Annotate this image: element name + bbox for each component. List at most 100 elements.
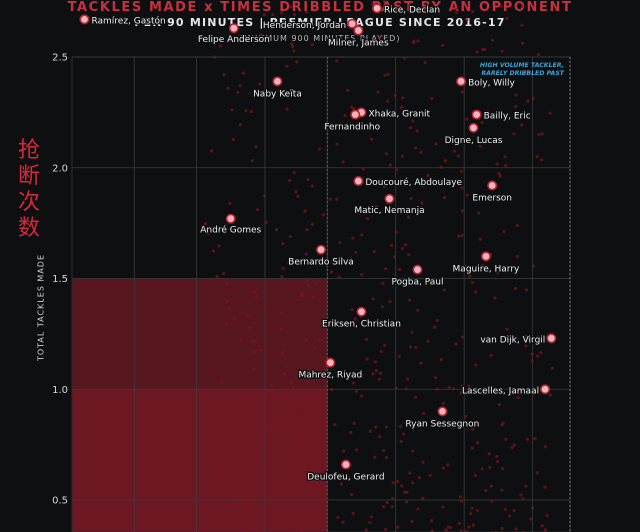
player-label: Doucouré, Abdoulaye: [365, 177, 462, 188]
background-dot: [460, 90, 464, 94]
background-dot: [373, 360, 378, 364]
background-dot: [463, 414, 468, 419]
background-dot: [540, 132, 544, 136]
background-dot: [310, 43, 314, 47]
background-dot: [365, 357, 369, 361]
background-dot: [515, 223, 519, 228]
background-dot: [454, 342, 458, 346]
background-dot: [292, 49, 296, 53]
background-dot: [380, 305, 385, 309]
background-dot: [543, 528, 547, 532]
background-dot: [550, 366, 554, 370]
background-dot: [299, 293, 303, 298]
background-dot: [364, 337, 369, 341]
background-dot: [324, 446, 329, 450]
background-dot: [351, 511, 355, 515]
background-dot: [254, 145, 258, 149]
background-dot: [439, 165, 443, 169]
background-dot: [343, 113, 347, 118]
background-dot: [408, 471, 412, 475]
background-dot: [524, 288, 528, 292]
background-dot: [370, 137, 374, 141]
background-dot: [419, 150, 423, 154]
background-dot: [493, 296, 497, 300]
background-dot: [420, 184, 424, 188]
background-dot: [220, 380, 224, 384]
background-dot: [539, 158, 544, 162]
background-dot: [234, 495, 238, 499]
player-point: [353, 25, 364, 36]
background-dot: [243, 509, 247, 513]
background-dot: [354, 389, 358, 394]
background-dot: [275, 449, 279, 453]
background-dot: [500, 49, 504, 53]
background-dot: [289, 5, 294, 9]
background-dot: [514, 105, 518, 109]
y-tick-label: 2.0: [52, 163, 68, 174]
player-label: Matic, Nemanja: [354, 206, 424, 216]
background-dot: [381, 281, 385, 286]
background-dot: [514, 286, 518, 291]
zone-label-line-1: HIGH VOLUME TACKLER,: [479, 62, 564, 69]
background-dot: [245, 313, 249, 317]
background-dot: [470, 506, 474, 510]
player-point: [437, 406, 448, 417]
background-dot: [530, 359, 534, 363]
background-dot: [524, 334, 528, 338]
background-dot: [409, 126, 413, 130]
background-dot: [310, 222, 314, 226]
background-dot: [454, 10, 458, 15]
background-dot: [526, 99, 530, 103]
background-dot: [329, 387, 334, 392]
background-dot: [470, 9, 475, 14]
background-dot: [227, 481, 231, 485]
background-dot: [497, 137, 501, 141]
background-dot: [441, 466, 445, 470]
background-dot: [245, 496, 249, 500]
background-dot: [222, 73, 226, 77]
background-dot: [250, 396, 255, 400]
background-dot: [476, 441, 480, 445]
background-dot: [511, 82, 515, 86]
background-dot: [393, 93, 397, 97]
background-dot: [225, 299, 229, 303]
background-dot: [263, 396, 268, 400]
background-dot: [464, 529, 469, 532]
player-point: [272, 76, 283, 87]
background-dot: [317, 147, 322, 151]
y-axis-label: TOTAL TACKLES MADE: [36, 253, 46, 362]
background-dot: [525, 69, 529, 74]
background-dot: [475, 508, 479, 512]
background-dot: [244, 109, 248, 113]
low-volume-zone: [72, 278, 328, 532]
background-dot: [444, 528, 448, 532]
background-dot: [507, 514, 511, 518]
background-dot: [275, 477, 279, 481]
background-dot: [271, 13, 275, 17]
background-dot: [350, 308, 354, 312]
background-dot: [504, 437, 508, 441]
background-dot: [525, 437, 530, 441]
background-dot: [470, 446, 474, 450]
chart-title: TACKLES MADE x TIMES DRIBBLED PAST BY AN…: [67, 0, 573, 15]
background-dot: [342, 449, 346, 453]
player-label: Naby Keïta: [253, 89, 302, 99]
background-dot: [404, 500, 409, 504]
background-dot: [306, 177, 310, 182]
background-dot: [280, 274, 284, 279]
background-dot: [253, 526, 257, 531]
background-dot: [371, 297, 375, 301]
y-tick-label: 0.5: [52, 496, 68, 507]
player-label: Pogba, Paul: [391, 278, 443, 288]
background-dot: [391, 496, 395, 501]
background-dot: [285, 364, 289, 368]
background-dot: [253, 340, 257, 344]
background-dot: [464, 264, 469, 268]
background-dot: [467, 274, 472, 278]
background-dot: [276, 423, 280, 428]
background-dot: [535, 354, 540, 358]
background-dot: [543, 445, 548, 449]
background-dot: [435, 318, 439, 322]
player-point: [225, 213, 236, 224]
background-dot: [285, 107, 289, 111]
